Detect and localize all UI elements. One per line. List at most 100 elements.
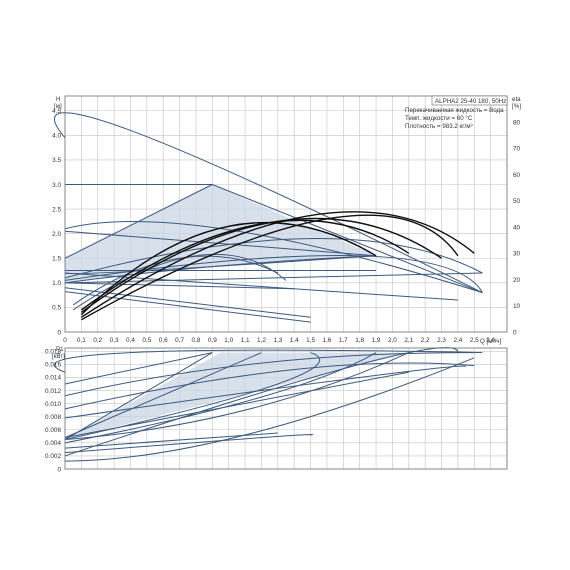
info-fluid: Перекачиваемая жидкость = Вода (405, 107, 504, 114)
p1-tick-label: 0.006 (45, 427, 61, 434)
head-curve (64, 291, 311, 323)
y2-tick-label: 20 (513, 277, 521, 284)
x-tick-label: 0,9 (208, 337, 217, 344)
x-tick-label: 0 (63, 337, 67, 344)
p1-tick-label: 0.002 (45, 453, 61, 460)
power-curve (64, 362, 475, 410)
x-tick-label: 2,2 (421, 337, 430, 344)
power-curve (64, 352, 321, 441)
x-tick-label: 1,3 (273, 337, 282, 344)
y2-tick-label: 10 (513, 303, 521, 310)
chart-title: ALPHA2 25-40 180, 50Hz (435, 98, 506, 105)
x-tick-label: 2,0 (388, 337, 397, 344)
x-axis-title: Q [м³/ч] (480, 338, 502, 345)
head-curve (64, 254, 483, 293)
x-tick-label: 2,5 (470, 337, 479, 344)
power-curve (64, 352, 213, 385)
p1-tick-label: 0 (57, 466, 61, 473)
legend-box: ALPHA2 25-40 180, 50Hz Перекачиваемая жи… (405, 95, 508, 130)
y-tick-label: 3.5 (52, 157, 61, 164)
x-tick-label: 1,0 (224, 337, 233, 344)
efficiency-curve (80, 221, 377, 316)
x-tick-label: 1,4 (290, 337, 299, 344)
head-curve (64, 238, 483, 279)
power-curve (64, 352, 262, 439)
power-curve (64, 352, 377, 444)
power-curve (53, 349, 483, 373)
p1-axis-unit: [кВт] (52, 353, 65, 360)
power-area-region (65, 352, 409, 440)
y-tick-label: 2.5 (52, 206, 61, 213)
head-curve (64, 220, 483, 294)
power-curve (64, 352, 409, 441)
p1-tick-label: 0.018 (45, 349, 61, 356)
x-tick-label: 0,5 (142, 337, 151, 344)
efficiency-curves (80, 211, 475, 321)
top-chart-frame (64, 95, 508, 333)
bottom-tick-labels: 0 0.002 0.004 0.006 0.008 0.010 0.012 0.014 0.01… (45, 349, 61, 474)
y2-tick-label: 30 (513, 251, 521, 258)
y2-tick-label: 50 (513, 198, 521, 205)
x-tick-label: 2,4 (453, 337, 462, 344)
y2-tick-label: 40 (513, 224, 521, 231)
head-curve (64, 255, 377, 284)
y-axis-unit: [м] (54, 103, 62, 110)
x-tick-label: 1,5 (306, 337, 315, 344)
bottom-chart-frame (64, 347, 508, 470)
y2-tick-label: 80 (513, 120, 521, 127)
x-tick-label: 1,8 (355, 337, 364, 344)
x-tick-label: 1,9 (372, 337, 381, 344)
y-tick-label: 3.0 (52, 182, 61, 189)
x-tick-label: 0,8 (192, 337, 201, 344)
x-tick-label: 0,7 (175, 337, 184, 344)
y2-axis-title: eta (512, 96, 521, 103)
head-curve (64, 272, 483, 284)
head-curves (54, 112, 483, 323)
top-tick-labels: 0 0,1 0,2 0,3 0,4 0,5 0,6 0,7 0,8 0,9 1,0 1,1 1,2 1,3… (52, 108, 520, 344)
y2-tick-label: 0 (513, 329, 517, 336)
y2-tick-label: 70 (513, 146, 521, 153)
x-tick-label: 0,3 (110, 337, 119, 344)
head-curve (64, 230, 377, 257)
y-tick-label: 0.5 (52, 305, 61, 312)
p1-tick-label: 0.008 (45, 414, 61, 421)
efficiency-curve (80, 219, 410, 311)
head-curve (64, 282, 295, 290)
x-tick-label: 2,6 (486, 337, 495, 344)
power-curve (64, 352, 475, 397)
x-tick-label: 0,4 (126, 337, 135, 344)
info-temperature: Темп. жидкости = 60 °C (405, 115, 473, 122)
head-curve (72, 255, 279, 306)
x-tick-label: 0,2 (93, 337, 102, 344)
x-tick-label: 1,2 (257, 337, 266, 344)
head-curve (212, 184, 483, 294)
y-tick-label: 1.0 (52, 280, 61, 287)
x-tick-label: 1,1 (241, 337, 250, 344)
y-tick-label: 4.0 (52, 133, 61, 140)
y-tick-label: 1.5 (52, 256, 61, 263)
y-tick-label: 4.5 (52, 108, 61, 115)
power-curve (64, 357, 475, 462)
operating-area-region (65, 184, 213, 283)
p1-tick-label: 0.004 (45, 440, 61, 447)
y2-tick-label: 60 (513, 172, 521, 179)
x-tick-label: 1,7 (339, 337, 348, 344)
power-curve (64, 352, 213, 440)
head-curve (72, 254, 287, 311)
head-curve (54, 112, 483, 294)
power-curve (64, 433, 313, 454)
p1-axis-title: P1 (56, 346, 64, 353)
power-curves (53, 347, 483, 462)
bottom-operating-area (65, 352, 409, 440)
y-tick-label: 0 (57, 329, 61, 336)
x-tick-label: 2,1 (404, 337, 413, 344)
power-curve (64, 365, 467, 419)
power-curve (64, 371, 409, 439)
title-box (431, 95, 508, 106)
p1-tick-label: 0.010 (45, 401, 61, 408)
y-axis-title: H (56, 96, 60, 103)
p1-tick-label: 0.016 (45, 362, 61, 369)
x-tick-label: 1,6 (322, 337, 331, 344)
info-density: Плотность = 983.2 кг/м³ (405, 123, 473, 130)
